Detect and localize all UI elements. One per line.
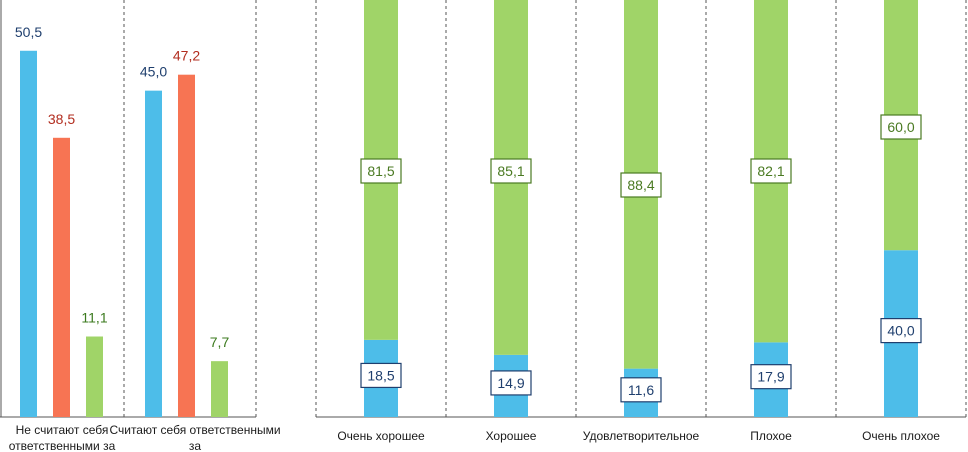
bar-1-1 [178,74,195,417]
category-label: Хорошее [486,429,537,443]
data-label: 40,0 [887,323,914,339]
bar-1-0 [145,90,162,418]
data-label-box [880,114,922,140]
data-label-box [620,172,662,198]
data-label: 82,1 [757,163,784,179]
category-label: Очень хорошее [337,429,425,443]
bar-value-label: 11,1 [81,310,107,326]
bar-0-0 [20,50,37,417]
data-label-box [620,377,662,403]
bar-1-2 [211,361,228,417]
data-label: 18,5 [367,367,394,383]
data-label: 17,9 [757,369,784,385]
bar-0-1 [53,137,70,417]
data-label-box [490,370,532,396]
category-label-line2: ответственными за [9,439,116,452]
bar-0-2 [86,336,103,417]
bar-value-label: 47,2 [173,48,200,64]
data-label-box [360,362,402,389]
bar-value-label: 7,7 [210,334,230,350]
chart-gridlines [0,0,967,418]
bar-value-label: 45,0 [140,64,167,80]
stacked-bar-chart: 18,5 81,5 Очень хорошее 14,9 85,1 Хорошее 11,6… [337,0,940,443]
data-label-box [490,158,532,184]
bar-value-label: 50,5 [15,24,42,40]
data-label: 14,9 [497,375,524,391]
data-label: 88,4 [627,177,654,193]
data-label: 11,6 [628,382,654,398]
data-label: 81,5 [367,163,394,179]
data-label-box [360,158,402,184]
data-label-box [750,158,792,184]
category-label: Не считают себя [16,423,109,437]
grouped-bar-chart: 50,5 38,5 11,1 Не считают себя ответственным… [9,24,281,452]
data-label: 60,0 [887,119,914,135]
data-label-box [750,364,792,390]
data-label: 85,1 [497,163,524,179]
category-label-line2: за [189,439,202,452]
category-label: Плохое [750,429,792,443]
category-label: Считают себя ответственными [109,423,280,437]
category-label: Очень плохое [862,429,940,443]
bar-value-label: 38,5 [48,111,75,127]
category-label: Удовлетворительное [583,429,700,443]
data-label-box [880,318,922,344]
